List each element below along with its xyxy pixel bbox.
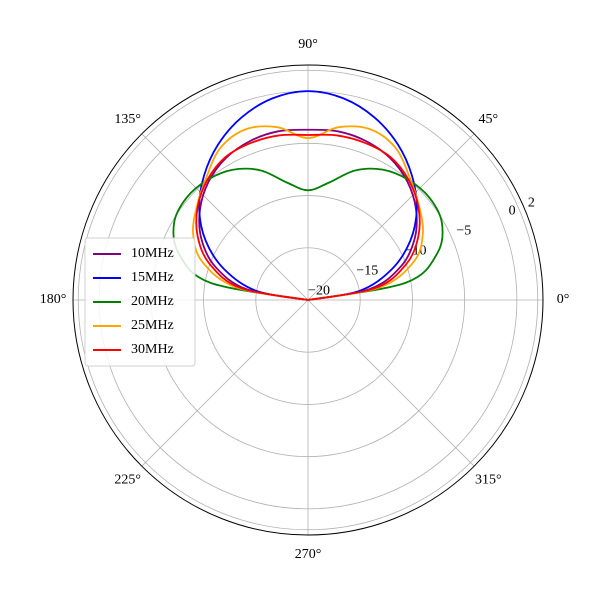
angle-label: 180° xyxy=(40,292,67,307)
r-tick-label: 2 xyxy=(528,196,535,211)
r-tick-label: 0 xyxy=(509,204,516,219)
angle-label: 315° xyxy=(475,473,502,488)
outer-ring xyxy=(72,64,544,536)
series-line xyxy=(198,128,418,301)
angle-label: 90° xyxy=(298,37,318,52)
grid-spoke xyxy=(307,133,475,301)
legend-label: 30MHz xyxy=(131,342,174,357)
series-line xyxy=(198,90,418,301)
series-line xyxy=(172,167,444,301)
series-line xyxy=(192,125,424,301)
legend-box xyxy=(84,237,196,367)
legend-label: 25MHz xyxy=(131,318,174,333)
angle-label: 0° xyxy=(557,292,570,307)
angle-label: 135° xyxy=(114,112,141,127)
r-tick-label: −5 xyxy=(456,224,471,239)
series-line xyxy=(195,133,421,301)
legend: 10MHz 15MHz 20MHz 25MHz 30MHz xyxy=(84,237,196,367)
legend-label: 15MHz xyxy=(131,270,174,285)
grid-spoke xyxy=(307,299,475,467)
grid-spoke xyxy=(141,133,309,301)
r-tick-label: −15 xyxy=(356,264,378,279)
grid-spoke xyxy=(141,299,309,467)
angle-label: 225° xyxy=(114,473,141,488)
legend-label: 10MHz xyxy=(131,246,174,261)
angle-label: 270° xyxy=(295,547,322,562)
angle-label: 45° xyxy=(479,112,499,127)
r-tick-label: −20 xyxy=(308,284,330,299)
legend-label: 20MHz xyxy=(131,294,174,309)
